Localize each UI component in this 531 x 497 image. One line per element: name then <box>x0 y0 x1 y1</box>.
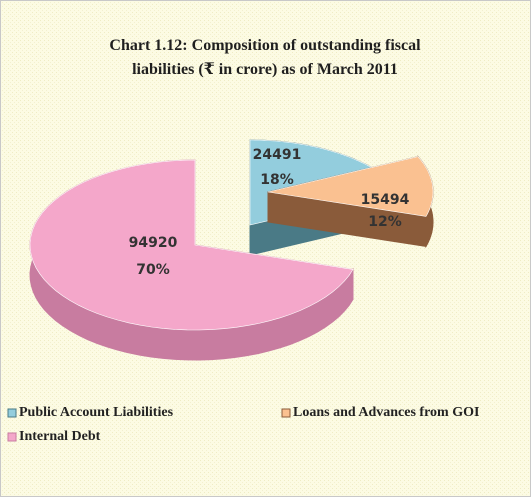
data-label: 24491 <box>253 147 302 163</box>
percent-label: 70% <box>136 262 170 278</box>
percent-label: 18% <box>260 172 294 188</box>
slice <box>29 159 354 331</box>
legend-label: Internal Debt <box>19 429 101 444</box>
legend-swatch <box>281 408 291 418</box>
legend-label: Public Account Liabilities <box>19 405 174 420</box>
chart-title: Chart 1.12: Composition of outstanding f… <box>109 37 421 54</box>
chart-title: liabilities (₹ in crore) as of March 201… <box>132 61 398 78</box>
percent-label: 12% <box>368 214 402 230</box>
legend-label: Loans and Advances from GOI <box>293 405 479 420</box>
legend-swatch <box>7 432 17 442</box>
data-label: 94920 <box>129 235 178 251</box>
legend-swatch <box>7 408 17 418</box>
slice <box>267 156 434 217</box>
data-label: 15494 <box>361 192 410 208</box>
